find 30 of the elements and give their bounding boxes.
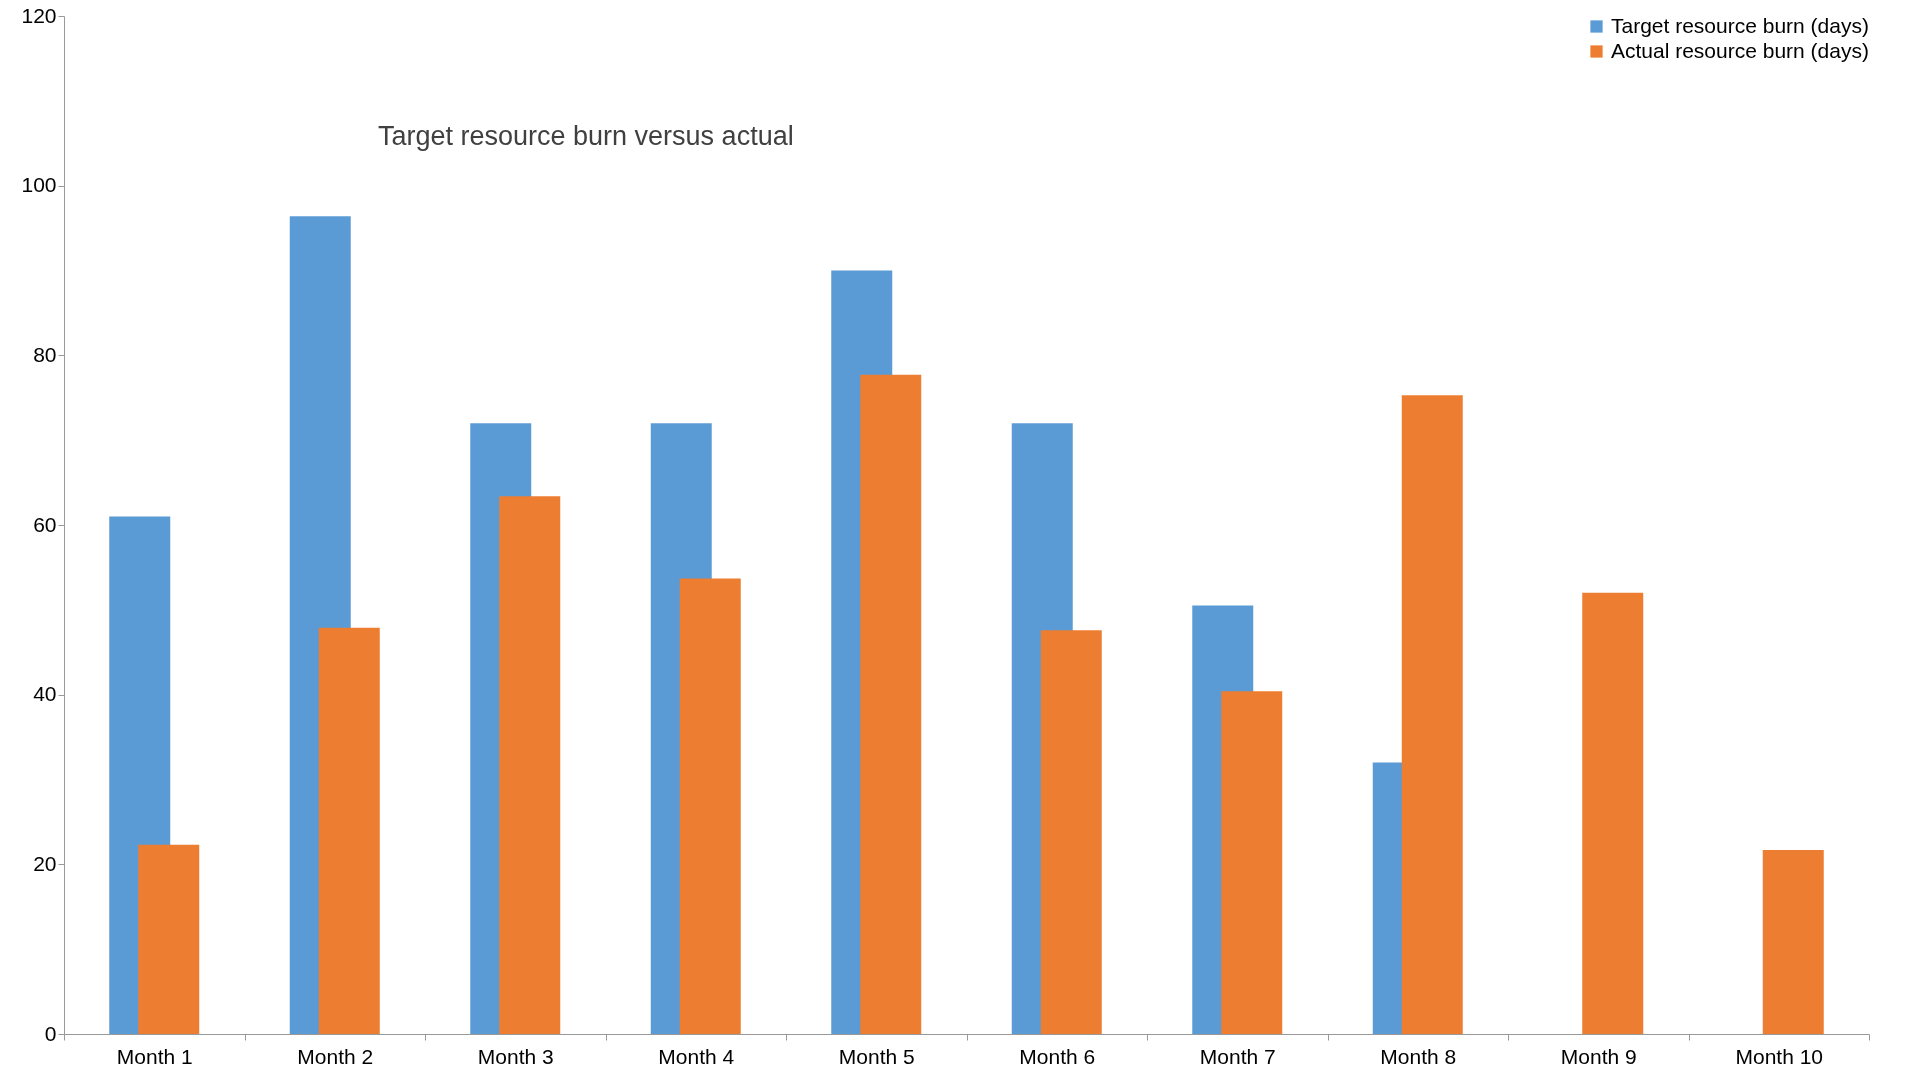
bar — [1221, 691, 1283, 1034]
y-tick-label: 80 — [33, 342, 57, 366]
bar — [1582, 592, 1644, 1034]
x-tick-label: Month 7 — [1199, 1044, 1276, 1068]
x-tick-label: Month 2 — [297, 1044, 374, 1068]
bar — [318, 627, 380, 1034]
bar — [1762, 849, 1824, 1034]
bar — [499, 496, 561, 1034]
x-tick-label: Month 9 — [1560, 1044, 1637, 1068]
y-tick-label: 120 — [21, 3, 57, 27]
x-tick-label: Month 6 — [1019, 1044, 1096, 1068]
x-tick-label: Month 1 — [116, 1044, 193, 1068]
y-tick-label: 100 — [21, 173, 57, 197]
legend-label: Target resource burn (days) — [1611, 13, 1869, 37]
bar — [679, 578, 741, 1034]
bar — [860, 374, 922, 1034]
y-tick-label: 60 — [33, 512, 57, 536]
bar — [1401, 395, 1463, 1034]
x-tick-label: Month 8 — [1380, 1044, 1457, 1068]
x-tick-label: Month 4 — [658, 1044, 735, 1068]
legend-label: Actual resource burn (days) — [1611, 38, 1869, 62]
y-tick-label: 40 — [33, 682, 57, 706]
x-tick-label: Month 10 — [1735, 1044, 1824, 1068]
y-tick-label: 0 — [44, 1021, 57, 1045]
bar — [138, 844, 200, 1034]
x-tick-label: Month 3 — [477, 1044, 554, 1068]
bar — [1040, 630, 1102, 1034]
text: Target resource burn versus actual — [377, 121, 794, 151]
y-tick-label: 20 — [33, 851, 57, 875]
x-tick-label: Month 5 — [838, 1044, 915, 1068]
